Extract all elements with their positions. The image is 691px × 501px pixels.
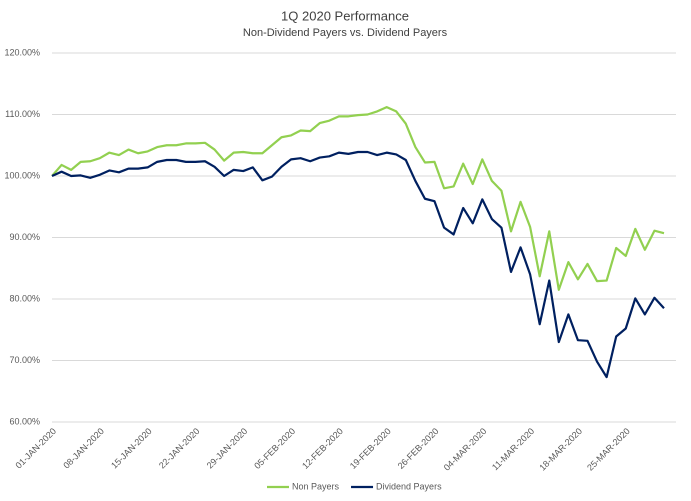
series-line — [51, 106, 665, 291]
y-tick-label: 70.00% — [9, 355, 40, 365]
legend-label: Dividend Payers — [376, 481, 442, 491]
series-line — [51, 150, 665, 379]
y-tick-label: 120.00% — [4, 47, 40, 57]
chart-title: 1Q 2020 Performance — [281, 8, 409, 23]
legend-label: Non Payers — [292, 481, 340, 491]
y-tick-label: 80.00% — [9, 293, 40, 303]
y-tick-label: 60.00% — [9, 416, 40, 426]
y-tick-label: 90.00% — [9, 232, 40, 242]
y-tick-label: 110.00% — [5, 109, 40, 119]
chart-subtitle: Non-Dividend Payers vs. Dividend Payers — [243, 27, 448, 39]
y-tick-label: 100.00% — [4, 170, 40, 180]
